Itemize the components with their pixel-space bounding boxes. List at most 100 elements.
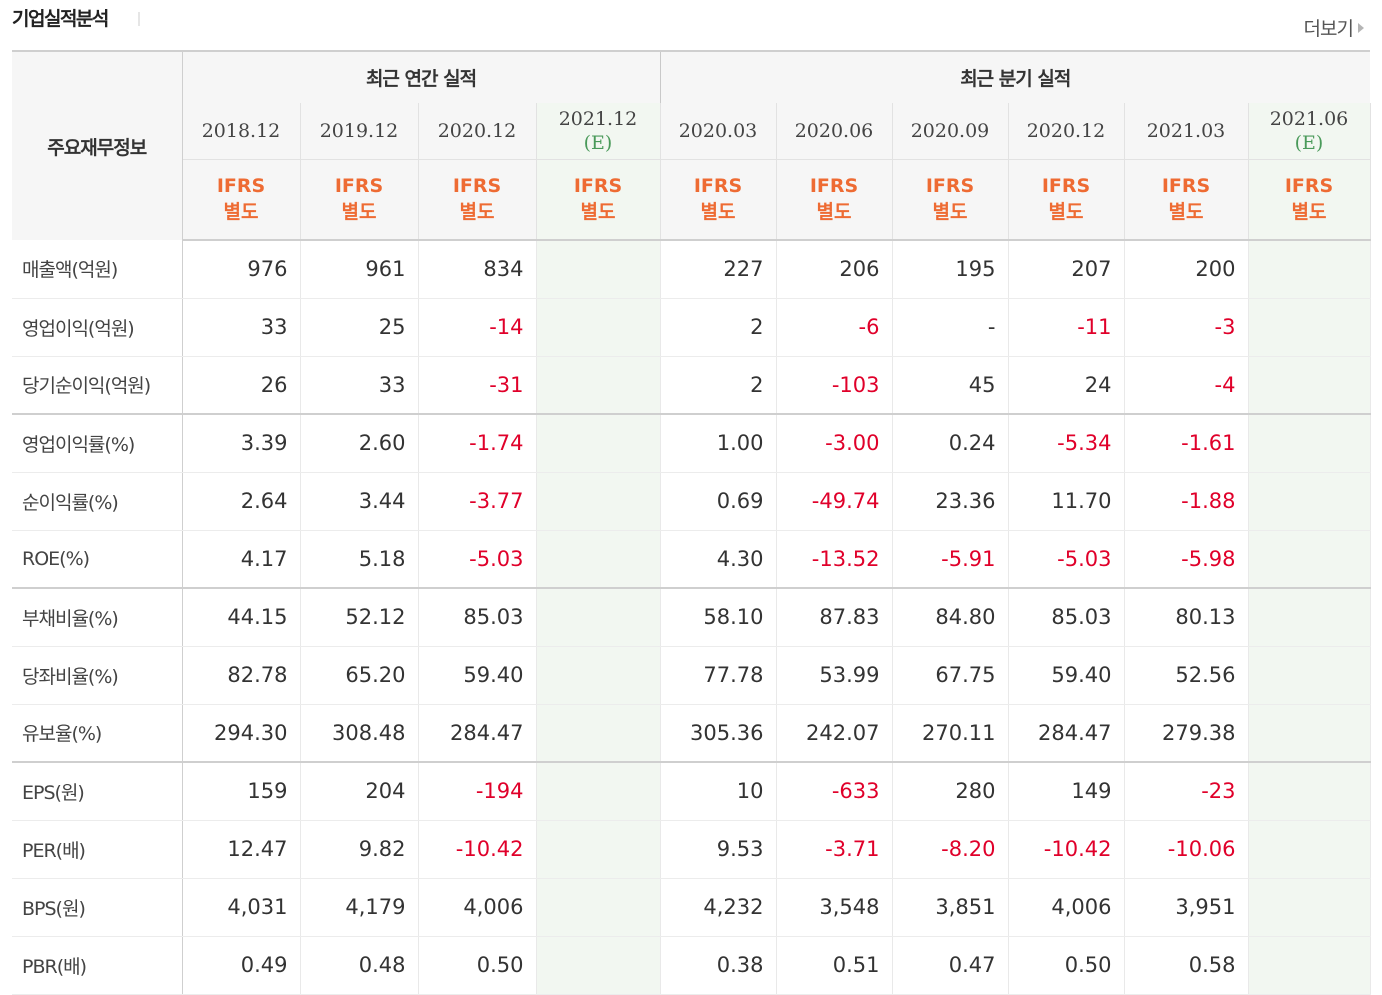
table-cell: 80.13 <box>1124 588 1249 647</box>
table-cell: 206 <box>776 240 893 299</box>
table-cell: 67.75 <box>892 646 1009 705</box>
table-cell: 0.48 <box>300 936 419 995</box>
table-cell: 82.78 <box>182 646 301 705</box>
table-row: 당기순이익(억원) 26 33 -31 2 -103 45 24 -4 <box>12 356 1371 415</box>
estimate-marker: (E) <box>583 131 613 154</box>
table-cell <box>536 820 661 879</box>
table-cell: 87.83 <box>776 588 893 647</box>
standard-ifrs: IFRS <box>1041 175 1091 198</box>
period-header: 2020.12 <box>1008 103 1125 160</box>
period-label: 2020.03 <box>678 119 758 142</box>
period-header: 2020.06 <box>776 103 893 160</box>
table-row: 당좌비율(%) 82.78 65.20 59.40 77.78 53.99 67.75 59.… <box>12 646 1371 705</box>
period-header: 2020.03 <box>659 103 777 160</box>
table-cell: -10.42 <box>418 820 537 879</box>
table-cell <box>1248 356 1371 415</box>
table-cell: 52.12 <box>300 588 419 647</box>
standard-ifrs: IFRS <box>809 175 859 198</box>
period-header: 2021.06 (E) <box>1248 103 1371 160</box>
period-header: 2021.03 <box>1124 103 1249 160</box>
table-cell: 294.30 <box>182 704 301 763</box>
standard-separate: 별도 <box>1168 201 1204 224</box>
table-cell: 77.78 <box>659 646 777 705</box>
table-cell: 961 <box>300 240 419 299</box>
row-label: 영업이익(억원) <box>12 298 183 357</box>
table-cell: -8.20 <box>892 820 1009 879</box>
table-cell: -633 <box>776 762 893 821</box>
table-row: ROE(%) 4.17 5.18 -5.03 4.30 -13.52 -5.91 -5.03-… <box>12 530 1371 589</box>
period-header: 2020.12 <box>418 103 537 160</box>
title-divider <box>138 12 140 26</box>
table-cell <box>1248 472 1371 531</box>
table-cell: 65.20 <box>300 646 419 705</box>
table-cell: -23 <box>1124 762 1249 821</box>
table-cell: - <box>892 298 1009 357</box>
table-cell <box>536 240 661 299</box>
table-cell: -6 <box>776 298 893 357</box>
table-cell: 10 <box>659 762 777 821</box>
table-cell: 2 <box>659 356 777 415</box>
table-cell: 4.17 <box>182 530 301 589</box>
header-quarterly: 최근 분기 실적 <box>659 51 1370 103</box>
table-cell: -5.91 <box>892 530 1009 589</box>
table-cell <box>1248 878 1371 937</box>
table-cell <box>536 530 661 589</box>
table-cell <box>1248 646 1371 705</box>
period-label: 2019.12 <box>319 119 399 142</box>
table-cell: 0.50 <box>418 936 537 995</box>
table-cell <box>536 646 661 705</box>
estimate-marker: (E) <box>1294 131 1324 154</box>
standard-separate: 별도 <box>1291 201 1327 224</box>
table-cell: -1.74 <box>418 414 537 473</box>
row-label: 당기순이익(억원) <box>12 356 183 415</box>
table-cell: 45 <box>892 356 1009 415</box>
header-annual: 최근 연간 실적 <box>181 51 660 103</box>
standard-ifrs: IFRS <box>925 175 975 198</box>
table-cell: 25 <box>300 298 419 357</box>
row-label: EPS(원) <box>12 762 183 821</box>
table-row: 영업이익률(%) 3.39 2.60 -1.74 1.00 -3.00 0.24 -5.34-… <box>12 414 1371 473</box>
table-cell: -5.03 <box>418 530 537 589</box>
table-cell: 308.48 <box>300 704 419 763</box>
standard-ifrs: IFRS <box>693 175 743 198</box>
table-cell: 976 <box>182 240 301 299</box>
row-label: 순이익률(%) <box>12 472 183 531</box>
table-cell: -3 <box>1124 298 1249 357</box>
table-cell: 2.64 <box>182 472 301 531</box>
accounting-standard: IFRS 별도 <box>182 159 301 241</box>
table-cell: 2.60 <box>300 414 419 473</box>
accounting-standard: IFRS 별도 <box>300 159 419 241</box>
table-cell <box>1248 298 1371 357</box>
table-cell <box>536 298 661 357</box>
table-cell: 85.03 <box>418 588 537 647</box>
standard-separate: 별도 <box>816 201 852 224</box>
table-cell: 53.99 <box>776 646 893 705</box>
table-cell <box>1248 414 1371 473</box>
table-row: 부채비율(%) 44.15 52.12 85.03 58.10 87.83 84.80 85.… <box>12 588 1371 647</box>
table-cell: 195 <box>892 240 1009 299</box>
standard-separate: 별도 <box>580 201 616 224</box>
table-cell: 9.82 <box>300 820 419 879</box>
period-label: 2021.06 <box>1269 107 1349 130</box>
table-cell: 279.38 <box>1124 704 1249 763</box>
table-cell <box>536 878 661 937</box>
table-cell: 33 <box>300 356 419 415</box>
table-cell: 4,232 <box>659 878 777 937</box>
table-cell: 270.11 <box>892 704 1009 763</box>
table-cell: 44.15 <box>182 588 301 647</box>
table-cell: 3,951 <box>1124 878 1249 937</box>
accounting-standard: IFRS 별도 <box>659 159 777 241</box>
standard-ifrs: IFRS <box>1284 175 1334 198</box>
table-cell: 1.00 <box>659 414 777 473</box>
more-link[interactable]: 더보기 <box>1304 14 1364 41</box>
table-cell: -31 <box>418 356 537 415</box>
period-label: 2021.12 <box>558 107 638 130</box>
accounting-standard: IFRS 별도 <box>536 159 661 241</box>
table-cell: 59.40 <box>1008 646 1125 705</box>
table-cell: 305.36 <box>659 704 777 763</box>
table-cell: -1.61 <box>1124 414 1249 473</box>
standard-ifrs: IFRS <box>1161 175 1211 198</box>
standard-separate: 별도 <box>459 201 495 224</box>
row-label: BPS(원) <box>12 878 183 937</box>
table-cell: 9.53 <box>659 820 777 879</box>
